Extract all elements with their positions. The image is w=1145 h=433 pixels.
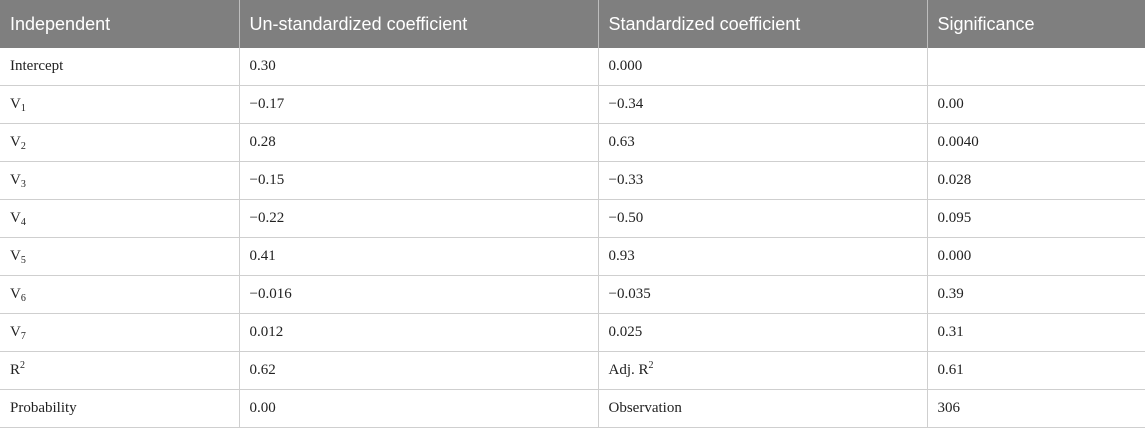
header-row: Independent Un-standardized coefficient … bbox=[0, 0, 1145, 48]
standardized-cell: −0.34 bbox=[597, 85, 927, 124]
table-row: V7 0.012 0.025 0.31 bbox=[0, 313, 1145, 352]
r-squared-label: R2 bbox=[0, 351, 239, 390]
row-label-base: V bbox=[10, 324, 21, 340]
table-row: Intercept 0.30 0.000 bbox=[0, 48, 1145, 86]
observation-label: Observation bbox=[597, 389, 927, 428]
row-label-subscript: 1 bbox=[20, 103, 26, 114]
row-label-base: V bbox=[10, 96, 21, 112]
probability-value: 0.00 bbox=[238, 389, 598, 428]
unstandardized-cell: 0.41 bbox=[238, 237, 598, 276]
significance-cell bbox=[926, 48, 1145, 86]
row-label: V6 bbox=[0, 275, 239, 314]
row-label-base: V bbox=[10, 172, 21, 188]
unstandardized-cell: −0.15 bbox=[238, 161, 598, 200]
header-standardized-coefficient: Standardized coefficient bbox=[597, 0, 927, 48]
row-label-subscript: 2 bbox=[20, 141, 26, 152]
table-row: V6 −0.016 −0.035 0.39 bbox=[0, 275, 1145, 314]
row-label: V5 bbox=[0, 237, 239, 276]
significance-cell: 0.095 bbox=[926, 199, 1145, 238]
row-label-subscript: 3 bbox=[20, 179, 26, 190]
row-label-subscript: 5 bbox=[20, 255, 26, 266]
table-row: V1 −0.17 −0.34 0.00 bbox=[0, 85, 1145, 124]
row-label-base: V bbox=[10, 134, 21, 150]
row-label: V7 bbox=[0, 313, 239, 352]
row-label-subscript: 4 bbox=[20, 217, 26, 228]
standardized-cell: 0.93 bbox=[597, 237, 927, 276]
row-label: V2 bbox=[0, 123, 239, 162]
significance-cell: 0.31 bbox=[926, 313, 1145, 352]
table-header: Independent Un-standardized coefficient … bbox=[0, 0, 1145, 48]
row-label: Intercept bbox=[0, 48, 239, 86]
standardized-cell: 0.025 bbox=[597, 313, 927, 352]
r-squared-label-base: R bbox=[10, 362, 21, 378]
row-label: V4 bbox=[0, 199, 239, 238]
row-label-base: V bbox=[10, 248, 21, 264]
adj-r-squared-value: 0.61 bbox=[926, 351, 1145, 390]
table-row: V5 0.41 0.93 0.000 bbox=[0, 237, 1145, 276]
unstandardized-cell: −0.17 bbox=[238, 85, 598, 124]
r-squared-label-superscript: 2 bbox=[20, 360, 26, 371]
unstandardized-cell: −0.016 bbox=[238, 275, 598, 314]
row-label-subscript: 6 bbox=[20, 293, 26, 304]
row-label-subscript: 7 bbox=[20, 331, 26, 342]
row-label: V1 bbox=[0, 85, 239, 124]
unstandardized-cell: 0.28 bbox=[238, 123, 598, 162]
table-row: V3 −0.15 −0.33 0.028 bbox=[0, 161, 1145, 200]
r-squared-value: 0.62 bbox=[238, 351, 598, 390]
adj-r-squared-label-base: Adj. R bbox=[608, 362, 649, 378]
significance-cell: 0.00 bbox=[926, 85, 1145, 124]
header-unstandardized-coefficient: Un-standardized coefficient bbox=[238, 0, 598, 48]
table-row: V4 −0.22 −0.50 0.095 bbox=[0, 199, 1145, 238]
observation-value: 306 bbox=[926, 389, 1145, 428]
header-significance: Significance bbox=[926, 0, 1145, 48]
significance-cell: 0.000 bbox=[926, 237, 1145, 276]
row-label-base: V bbox=[10, 286, 21, 302]
row-label: V3 bbox=[0, 161, 239, 200]
standardized-cell: 0.63 bbox=[597, 123, 927, 162]
probability-label: Probability bbox=[0, 389, 239, 428]
unstandardized-cell: −0.22 bbox=[238, 199, 598, 238]
table-body: Intercept 0.30 0.000 V1 −0.17 −0.34 0.00… bbox=[0, 48, 1145, 428]
unstandardized-cell: 0.012 bbox=[238, 313, 598, 352]
significance-cell: 0.39 bbox=[926, 275, 1145, 314]
r-squared-row: R2 0.62 Adj. R2 0.61 bbox=[0, 351, 1145, 390]
standardized-cell: −0.33 bbox=[597, 161, 927, 200]
row-label-text: Intercept bbox=[10, 58, 64, 74]
standardized-cell: −0.50 bbox=[597, 199, 927, 238]
adj-r-squared-label-superscript: 2 bbox=[648, 360, 654, 371]
significance-cell: 0.0040 bbox=[926, 123, 1145, 162]
header-independent: Independent bbox=[0, 0, 239, 48]
standardized-cell: −0.035 bbox=[597, 275, 927, 314]
standardized-cell: 0.000 bbox=[597, 48, 927, 86]
probability-row: Probability 0.00 Observation 306 bbox=[0, 389, 1145, 428]
significance-cell: 0.028 bbox=[926, 161, 1145, 200]
row-label-base: V bbox=[10, 210, 21, 226]
adj-r-squared-label: Adj. R2 bbox=[597, 351, 927, 390]
table-row: V2 0.28 0.63 0.0040 bbox=[0, 123, 1145, 162]
unstandardized-cell: 0.30 bbox=[238, 48, 598, 86]
